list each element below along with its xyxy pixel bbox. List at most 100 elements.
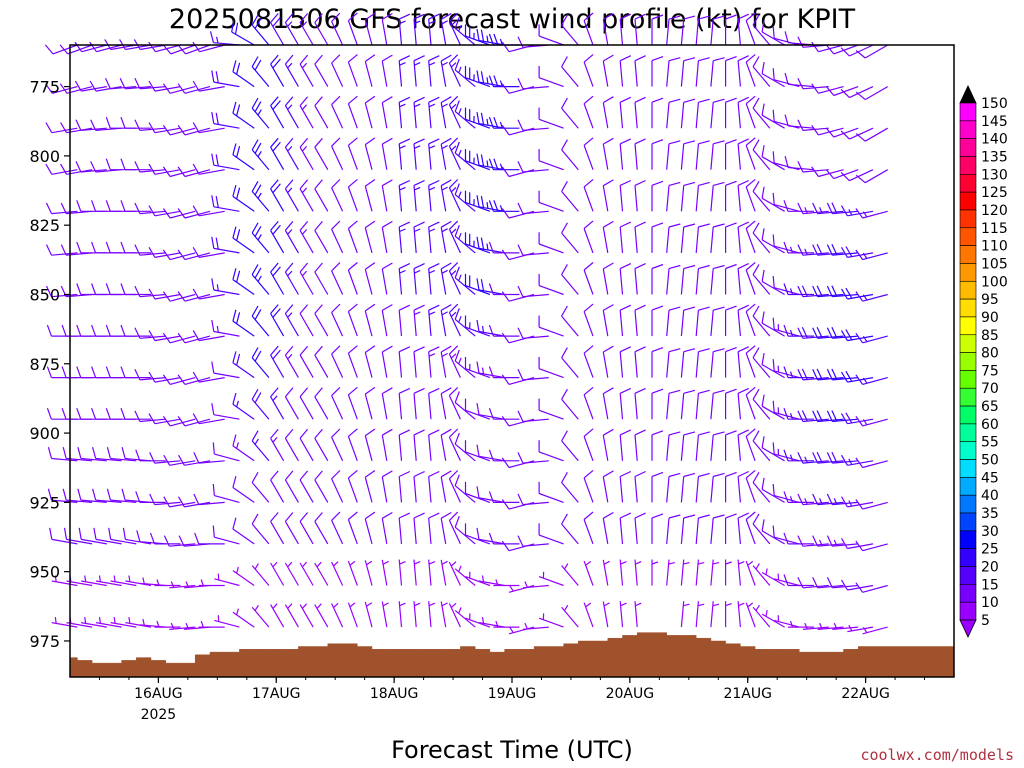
barb-staff — [680, 102, 685, 129]
barb-feather — [713, 264, 725, 270]
wind-barb — [381, 220, 393, 254]
barb-staff — [331, 187, 344, 212]
barb-half-feather — [481, 325, 485, 333]
barb-staff — [666, 102, 670, 129]
wind-barb — [454, 266, 476, 295]
barb-feather — [45, 202, 53, 214]
barb-feather — [561, 14, 568, 26]
barb-feather — [493, 33, 499, 46]
barb-feather — [47, 488, 53, 501]
wind-barb — [193, 452, 225, 464]
barb-half-feather — [862, 211, 868, 218]
wind-barb — [284, 137, 299, 171]
barb-feather — [398, 13, 411, 20]
wind-barb — [583, 54, 594, 87]
barb-feather — [725, 471, 737, 477]
barb-feather — [192, 205, 200, 217]
wind-barb — [634, 13, 646, 46]
barb-feather — [284, 262, 294, 273]
wind-barb — [761, 145, 785, 171]
barb-feather — [448, 470, 459, 480]
wind-barb — [251, 139, 270, 171]
barb-feather — [713, 98, 725, 103]
barb-feather — [251, 264, 259, 275]
barb-feather — [76, 407, 82, 420]
wind-barb — [192, 246, 225, 258]
wind-barb — [517, 493, 549, 506]
wind-barb — [398, 263, 411, 295]
barb-staff — [110, 499, 137, 503]
barb-staff — [347, 186, 358, 212]
wind-barb — [398, 138, 411, 170]
barb-staff — [737, 19, 741, 46]
barb-staff — [364, 19, 373, 46]
barb-half-feather — [236, 400, 239, 408]
wind-barb — [251, 222, 270, 254]
wind-barb — [60, 163, 93, 175]
barb-half-feather — [366, 602, 373, 607]
barb-half-feather — [862, 335, 868, 342]
barb-feather — [737, 387, 749, 394]
barb-half-feather — [524, 622, 528, 630]
barb-half-feather — [287, 312, 293, 318]
barb-staff — [752, 440, 771, 462]
barb-staff — [752, 24, 771, 46]
barb-half-feather — [819, 498, 823, 505]
barb-feather — [651, 513, 664, 519]
colorbar-tick-label: 85 — [981, 328, 999, 344]
wind-barb — [634, 559, 642, 586]
wind-barb — [464, 523, 491, 545]
barb-feather — [398, 179, 411, 186]
barb-feather — [270, 54, 279, 65]
wind-barb — [125, 575, 152, 587]
barb-feather — [583, 54, 594, 63]
barb-staff — [364, 518, 373, 545]
barb-staff — [710, 434, 714, 461]
barb-feather — [761, 311, 765, 324]
barb-feather — [698, 98, 710, 103]
barb-feather — [211, 195, 215, 207]
barb-feather — [698, 472, 710, 478]
wind-barb — [488, 283, 520, 296]
wind-barb — [812, 243, 844, 256]
barb-staff — [522, 293, 549, 298]
wind-barb — [752, 305, 771, 337]
barb-feather — [149, 452, 156, 464]
barb-half-feather — [257, 150, 262, 158]
barb-feather — [428, 304, 440, 311]
barb-half-feather — [862, 252, 868, 259]
wind-barb — [583, 345, 594, 378]
barb-feather — [76, 324, 82, 337]
wind-barb — [251, 513, 270, 545]
wind-barb — [413, 179, 425, 212]
barb-staff — [583, 61, 594, 87]
barb-feather — [192, 288, 200, 300]
barb-staff — [538, 576, 564, 587]
barb-staff — [214, 453, 240, 462]
wind-barb — [284, 54, 299, 87]
barb-staff — [184, 460, 211, 466]
wind-barb — [561, 472, 579, 503]
barb-feather — [163, 496, 171, 508]
barb-feather — [826, 285, 833, 297]
barb-half-feather — [98, 617, 101, 624]
barb-feather — [382, 387, 393, 395]
barb-feather — [440, 511, 452, 519]
barb-staff — [538, 534, 564, 545]
barb-staff — [364, 61, 373, 87]
barb-staff — [314, 562, 329, 586]
wind-barb — [538, 107, 564, 129]
barb-feather — [812, 493, 819, 505]
barb-feather — [698, 431, 710, 436]
wind-barb — [299, 387, 314, 420]
barb-feather — [561, 139, 568, 151]
barb-feather — [783, 574, 789, 586]
x-tick-sublabel: 2025 — [141, 707, 177, 723]
barb-feather — [840, 413, 848, 425]
barb-half-feather — [738, 561, 745, 565]
barb-feather — [561, 347, 568, 358]
colorbar-bottom-cap — [959, 619, 977, 638]
wind-barb — [634, 429, 646, 461]
wind-barb — [561, 222, 579, 254]
barb-feather — [62, 488, 67, 501]
